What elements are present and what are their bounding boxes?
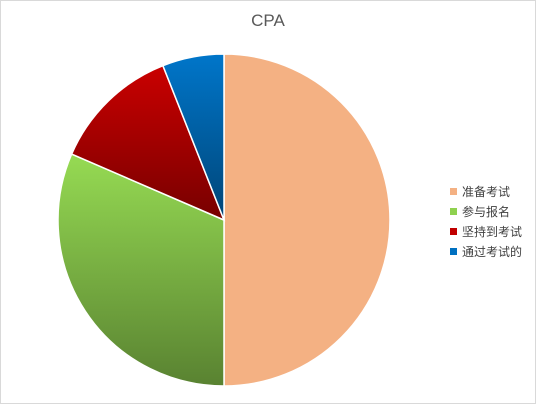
legend-label: 坚持到考试 [462, 224, 523, 239]
legend-swatch [450, 187, 457, 195]
chart-title: CPA [251, 11, 285, 30]
pie-slice [70, 64, 226, 222]
legend-label: 通过考试的 [462, 244, 523, 259]
legend-label: 准备考试 [462, 184, 511, 199]
legend-label: 参与报名 [462, 204, 511, 219]
legend-swatch [450, 227, 457, 235]
legend: 准备考试 参与报名 坚持到考试 通过考试的 [450, 181, 522, 261]
legend-swatch [450, 247, 457, 255]
legend-item: 准备考试 [450, 181, 522, 201]
legend-swatch [450, 207, 457, 215]
pie-slice [223, 53, 391, 387]
legend-item: 参与报名 [450, 201, 522, 221]
legend-item: 通过考试的 [450, 241, 522, 261]
pie-slice [57, 153, 225, 387]
legend-item: 坚持到考试 [450, 221, 522, 241]
pie-slice [161, 53, 225, 221]
